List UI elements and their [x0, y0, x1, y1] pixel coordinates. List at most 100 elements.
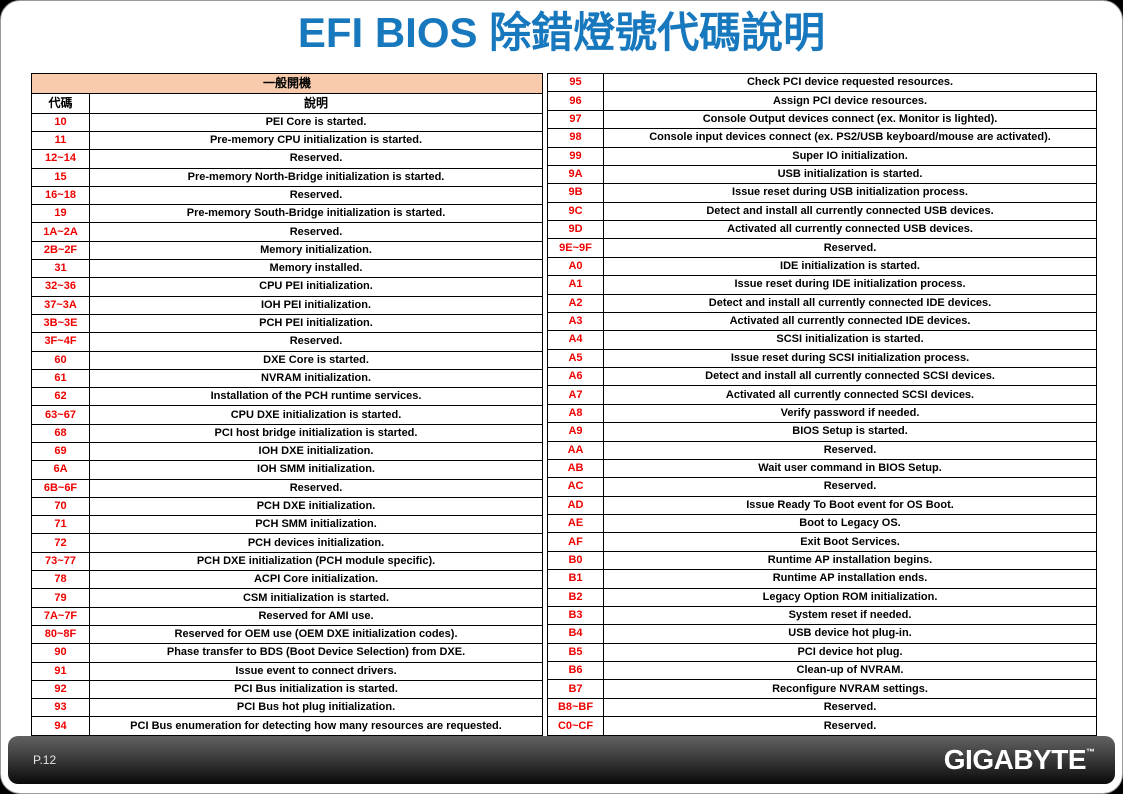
table-row: B7 Reconfigure NVRAM settings.	[547, 679, 1098, 699]
table-row: 70 PCH DXE initialization.	[31, 496, 544, 517]
code-cell: 63~67	[31, 405, 90, 425]
description-cell: PCI device hot plug.	[603, 642, 1098, 663]
description-cell: Console Output devices connect (ex. Moni…	[603, 109, 1098, 130]
description-cell: USB initialization is started.	[603, 164, 1098, 185]
table-row: 78 ACPI Core initialization.	[31, 570, 544, 590]
table-row: 7A~7F Reserved for AMI use.	[31, 606, 544, 626]
code-cell: AB	[547, 458, 605, 479]
table-row: 93 PCI Bus hot plug initialization.	[31, 698, 544, 718]
description-cell: IOH SMM initialization.	[88, 460, 544, 480]
table-row: A5 Issue reset during SCSI initialization…	[547, 348, 1098, 369]
description-cell: PCI Bus enumeration for detecting how ma…	[88, 716, 544, 736]
description-cell: IOH PEI initialization.	[88, 295, 544, 315]
column-header-row: 代碼 說明	[31, 92, 544, 114]
code-cell: 72	[31, 533, 90, 553]
code-cell: A9	[547, 422, 605, 442]
table-row: 97 Console Output devices connect (ex. Mo…	[547, 109, 1098, 130]
description-cell: Installation of the PCH runtime services…	[88, 387, 544, 407]
description-cell: Detect and install all currently connect…	[603, 201, 1098, 222]
code-cell: B4	[547, 624, 605, 644]
code-cell: 10	[31, 112, 90, 132]
code-cell: 62	[31, 387, 90, 407]
table-row: A4 SCSI initialization is started.	[547, 330, 1098, 350]
code-cell: B1	[547, 569, 605, 589]
description-cell: PCH DXE initialization.	[88, 496, 544, 517]
code-cell: 9E~9F	[547, 238, 605, 258]
description-cell: Activated all currently connected SCSI d…	[603, 385, 1098, 405]
code-cell: A4	[547, 330, 605, 350]
table-row: B1 Runtime AP installation ends.	[547, 569, 1098, 589]
right-code-table: 95 Check PCI device requested resources. 9…	[547, 72, 1098, 736]
code-cell: A1	[547, 275, 605, 295]
table-row: A6 Detect and install all currently conne…	[547, 366, 1098, 387]
table-row: 9A USB initialization is started.	[547, 164, 1098, 185]
code-cell: 73~77	[31, 551, 90, 572]
description-cell: Boot to Legacy OS.	[603, 513, 1098, 534]
table-row: 31 Memory installed.	[31, 259, 544, 279]
table-row: 9D Activated all currently connected USB …	[547, 219, 1098, 240]
code-cell: 2B~2F	[31, 240, 90, 261]
description-cell: IOH DXE initialization.	[88, 441, 544, 462]
description-cell: Runtime AP installation ends.	[603, 569, 1098, 589]
code-cell: 61	[31, 368, 90, 389]
code-cell: 92	[31, 679, 90, 700]
code-cell: 11	[31, 130, 90, 151]
description-column-header: 說明	[88, 92, 544, 114]
description-cell: Detect and install all currently connect…	[603, 366, 1098, 387]
code-cell: B0	[547, 550, 605, 571]
table-row: B3 System reset if needed.	[547, 605, 1098, 626]
page-number: P.12	[33, 753, 57, 767]
code-cell: 91	[31, 661, 90, 681]
code-cell: 1A~2A	[31, 222, 90, 242]
description-cell: PCI Bus hot plug initialization.	[88, 698, 544, 718]
code-cell: 7A~7F	[31, 606, 90, 626]
table-row: 60 DXE Core is started.	[31, 350, 544, 370]
description-cell: Pre-memory North-Bridge initialization i…	[88, 167, 544, 187]
table-row: 16~18 Reserved.	[31, 185, 544, 206]
table-row: 94 PCI Bus enumeration for detecting how …	[31, 716, 544, 736]
description-cell: Pre-memory CPU initialization is started…	[88, 130, 544, 151]
description-cell: Clean-up of NVRAM.	[603, 660, 1098, 681]
description-cell: Reserved.	[88, 222, 544, 242]
code-cell: 9C	[547, 201, 605, 222]
description-cell: Reserved.	[88, 332, 544, 352]
table-row: B0 Runtime AP installation begins.	[547, 550, 1098, 571]
table-row: B4 USB device hot plug-in.	[547, 624, 1098, 644]
table-row: 91 Issue event to connect drivers.	[31, 661, 544, 681]
table-row: B5 PCI device hot plug.	[547, 642, 1098, 663]
footer-bar: P.12 GIGABYTE™	[8, 736, 1115, 784]
table-row: 10 PEI Core is started.	[31, 112, 544, 132]
code-cell: B5	[547, 642, 605, 663]
table-row: A9 BIOS Setup is started.	[547, 422, 1098, 442]
description-cell: Reserved.	[603, 238, 1098, 258]
description-cell: Issue event to connect drivers.	[88, 661, 544, 681]
code-cell: B6	[547, 660, 605, 681]
description-cell: Activated all currently connected USB de…	[603, 219, 1098, 240]
code-cell: 71	[31, 515, 90, 535]
table-row: 12~14 Reserved.	[31, 149, 544, 169]
description-cell: CSM initialization is started.	[88, 588, 544, 608]
table-row: 79 CSM initialization is started.	[31, 588, 544, 608]
description-cell: Phase transfer to BDS (Boot Device Selec…	[88, 643, 544, 663]
table-row: 98 Console input devices connect (ex. PS2…	[547, 128, 1098, 148]
table-row: 69 IOH DXE initialization.	[31, 441, 544, 462]
code-cell: B8~BF	[547, 697, 605, 718]
description-cell: Runtime AP installation begins.	[603, 550, 1098, 571]
table-row: 9E~9F Reserved.	[547, 238, 1098, 258]
table-row: AB Wait user command in BIOS Setup.	[547, 458, 1098, 479]
code-cell: 90	[31, 643, 90, 663]
code-cell: AA	[547, 440, 605, 460]
description-cell: DXE Core is started.	[88, 350, 544, 370]
code-cell: AE	[547, 513, 605, 534]
code-tables: 一般開機 代碼 說明 10 PEI Core is started. 11 Pre-m…	[30, 72, 1098, 736]
description-cell: USB device hot plug-in.	[603, 624, 1098, 644]
table-row: C0~CF Reserved.	[547, 716, 1098, 736]
table-row: AA Reserved.	[547, 440, 1098, 460]
description-cell: Memory installed.	[88, 259, 544, 279]
code-cell: A5	[547, 348, 605, 369]
table-row: A1 Issue reset during IDE initialization …	[547, 275, 1098, 295]
code-cell: A8	[547, 403, 605, 424]
code-cell: A6	[547, 366, 605, 387]
